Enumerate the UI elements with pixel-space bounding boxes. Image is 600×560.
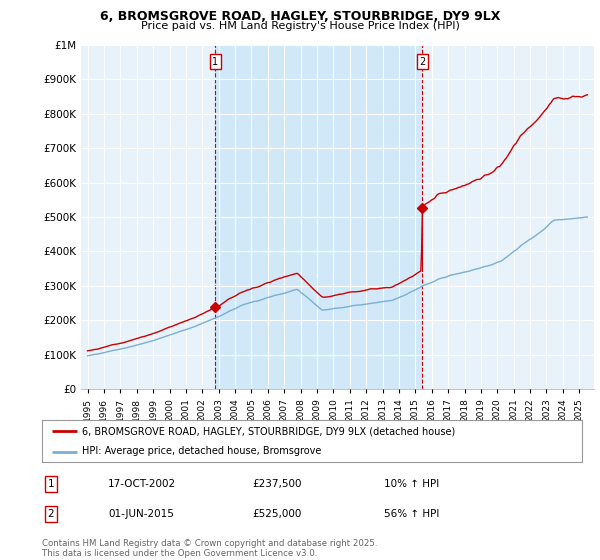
Text: Price paid vs. HM Land Registry's House Price Index (HPI): Price paid vs. HM Land Registry's House …	[140, 21, 460, 31]
Text: 2: 2	[419, 57, 425, 67]
Text: 10% ↑ HPI: 10% ↑ HPI	[384, 479, 439, 489]
Text: 6, BROMSGROVE ROAD, HAGLEY, STOURBRIDGE, DY9 9LX (detached house): 6, BROMSGROVE ROAD, HAGLEY, STOURBRIDGE,…	[83, 426, 456, 436]
Text: £525,000: £525,000	[252, 509, 301, 519]
Text: 6, BROMSGROVE ROAD, HAGLEY, STOURBRIDGE, DY9 9LX: 6, BROMSGROVE ROAD, HAGLEY, STOURBRIDGE,…	[100, 10, 500, 23]
Text: HPI: Average price, detached house, Bromsgrove: HPI: Average price, detached house, Brom…	[83, 446, 322, 456]
Text: 01-JUN-2015: 01-JUN-2015	[108, 509, 174, 519]
Bar	[215, 45, 422, 389]
Text: 17-OCT-2002: 17-OCT-2002	[108, 479, 176, 489]
Text: 2: 2	[47, 509, 55, 519]
Text: Contains HM Land Registry data © Crown copyright and database right 2025.
This d: Contains HM Land Registry data © Crown c…	[42, 539, 377, 558]
Text: 56% ↑ HPI: 56% ↑ HPI	[384, 509, 439, 519]
Text: 1: 1	[212, 57, 218, 67]
Text: £237,500: £237,500	[252, 479, 302, 489]
Text: 1: 1	[47, 479, 55, 489]
